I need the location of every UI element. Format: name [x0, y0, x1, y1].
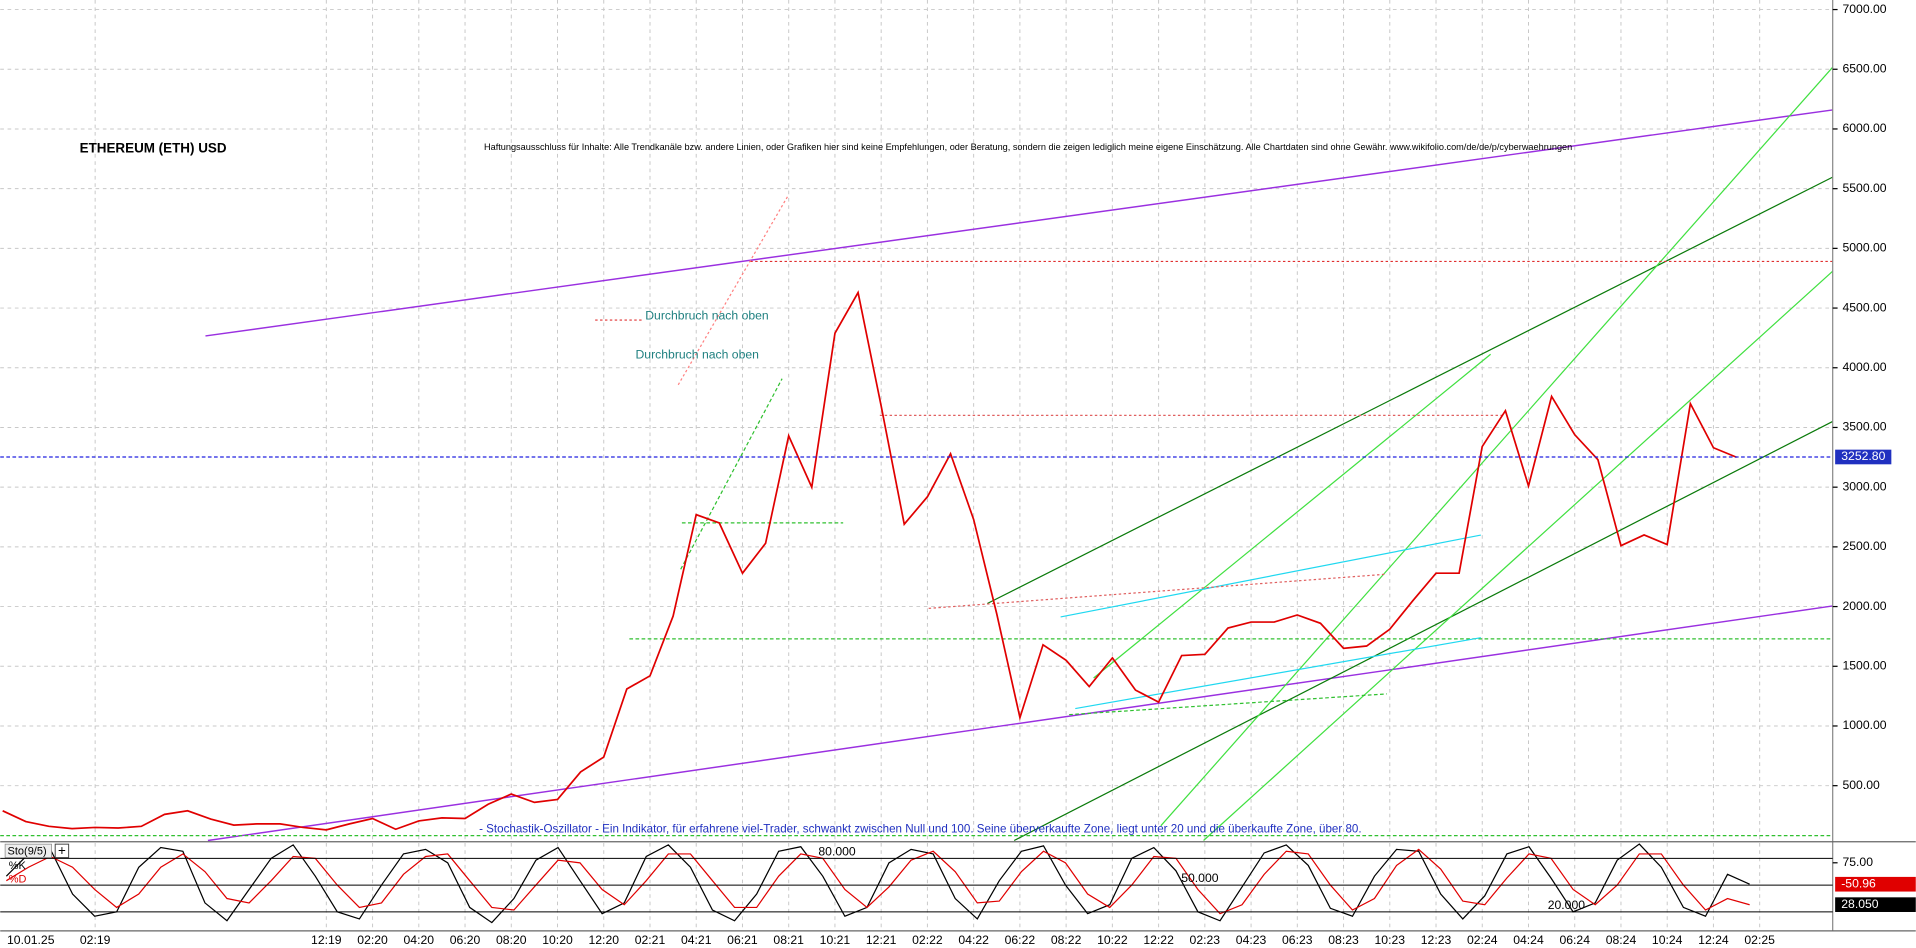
indicator-box	[4, 843, 52, 858]
last-price-label: 3252.80	[1841, 449, 1885, 463]
x-tick-label: 10:22	[1097, 933, 1128, 947]
trend-light-green	[1203, 270, 1834, 841]
y-tick-label: 1500.00	[1842, 658, 1886, 672]
y-tick-label: 2500.00	[1842, 539, 1886, 553]
x-tick-label: 12:20	[588, 933, 619, 947]
x-tick-label: 04:21	[681, 933, 712, 947]
y-tick-label: 5000.00	[1842, 241, 1886, 255]
x-tick-label: 12:24	[1698, 933, 1729, 947]
y-tick-label: 75.00	[1842, 855, 1873, 869]
x-tick-label: 02:24	[1467, 933, 1498, 947]
y-tick-label: 6000.00	[1842, 121, 1886, 135]
grid	[0, 0, 1833, 931]
x-tick-label: 04:23	[1236, 933, 1267, 947]
trend-cyan	[1075, 637, 1481, 710]
trend-dark-green	[1013, 420, 1833, 842]
x-tick-label: 08:23	[1328, 933, 1359, 947]
trend-green-dotted	[1069, 693, 1387, 716]
indicator-note: - Stochastik-Oszillator - Ein Indikator,…	[479, 823, 1361, 836]
x-tick-label: 10:24	[1652, 933, 1683, 947]
x-tick-label: 12:22	[1143, 933, 1174, 947]
x-tick-label: 10.01.25	[7, 933, 55, 947]
current-value-label: -50.96	[1841, 876, 1876, 890]
y-tick-label: 3000.00	[1842, 479, 1886, 493]
x-tick-label: 06:20	[450, 933, 481, 947]
trend-red-dotted	[928, 573, 1387, 609]
stochastic-line	[6, 848, 1750, 915]
indicator-label: Sto(9/5)	[8, 845, 47, 857]
y-tick-label: 5500.00	[1842, 181, 1886, 195]
x-tick-label: 12:23	[1421, 933, 1452, 947]
y-tick-label: 4000.00	[1842, 360, 1886, 374]
x-tick-label: 02:19	[80, 933, 111, 947]
y-tick-label: 1000.00	[1842, 718, 1886, 732]
level-label: 80.000	[818, 844, 856, 858]
x-tick-label: 08:21	[773, 933, 804, 947]
x-tick-label: 04:22	[958, 933, 989, 947]
x-tick-label: 10:20	[542, 933, 573, 947]
x-tick-label: 04:20	[404, 933, 435, 947]
x-tick-label: 10:21	[820, 933, 851, 947]
channel-lower	[207, 605, 1833, 842]
chart-title: ETHEREUM (ETH) USD	[80, 141, 227, 156]
trend-light-green	[1160, 66, 1834, 827]
y-tick-label: 2000.00	[1842, 599, 1886, 613]
x-tick-label: 08:20	[496, 933, 527, 947]
x-tick-label: 02:20	[357, 933, 388, 947]
current-value-box	[1835, 897, 1916, 912]
y-tick-label: 500.00	[1842, 778, 1880, 792]
x-tick-label: 06:24	[1559, 933, 1590, 947]
add-button[interactable]	[54, 843, 70, 859]
x-tick-label: 12:21	[866, 933, 897, 947]
x-tick-label: 08:22	[1051, 933, 1082, 947]
legend-entry: %D	[9, 873, 27, 885]
add-icon[interactable]: +	[58, 843, 66, 858]
channel-upper	[205, 109, 1833, 337]
x-tick-label: 02:23	[1190, 933, 1221, 947]
x-tick-label: 12:19	[311, 933, 342, 947]
y-tick-label: 6500.00	[1842, 61, 1886, 75]
trend-cyan	[1060, 534, 1481, 618]
trend-green-dotted	[680, 378, 783, 570]
x-tick-label: 02:21	[635, 933, 666, 947]
legend-entry: %K	[9, 860, 27, 872]
y-tick-label: 7000.00	[1842, 2, 1886, 16]
x-tick-label: 06:23	[1282, 933, 1313, 947]
x-tick-label: 02:25	[1744, 933, 1775, 947]
level-label: 20.000	[1548, 898, 1586, 912]
price-line	[2, 290, 1737, 831]
level-label: 50.000	[1181, 871, 1219, 885]
y-tick-label: 4500.00	[1842, 300, 1886, 314]
annotation: Durchbruch nach oben	[645, 309, 768, 323]
trend-dark-green	[987, 176, 1833, 605]
disclaimer: Haftungsausschluss für Inhalte: Alle Tre…	[484, 142, 1572, 152]
x-tick-label: 04:24	[1513, 933, 1544, 947]
x-tick-label: 08:24	[1606, 933, 1637, 947]
trend-light-green	[1093, 353, 1492, 679]
x-tick-label: 06:21	[727, 933, 758, 947]
current-value-label: 28.050	[1841, 897, 1879, 911]
x-tick-label: 02:22	[912, 933, 943, 947]
annotation: Durchbruch nach oben	[635, 348, 758, 362]
trend-red-dotted	[677, 195, 789, 386]
trend-lines	[0, 66, 1834, 842]
last-price-box	[1835, 449, 1892, 465]
x-tick-label: 10:23	[1375, 933, 1406, 947]
current-value-box	[1835, 876, 1916, 892]
y-tick-label: 3500.00	[1842, 420, 1886, 434]
x-tick-label: 06:22	[1005, 933, 1036, 947]
